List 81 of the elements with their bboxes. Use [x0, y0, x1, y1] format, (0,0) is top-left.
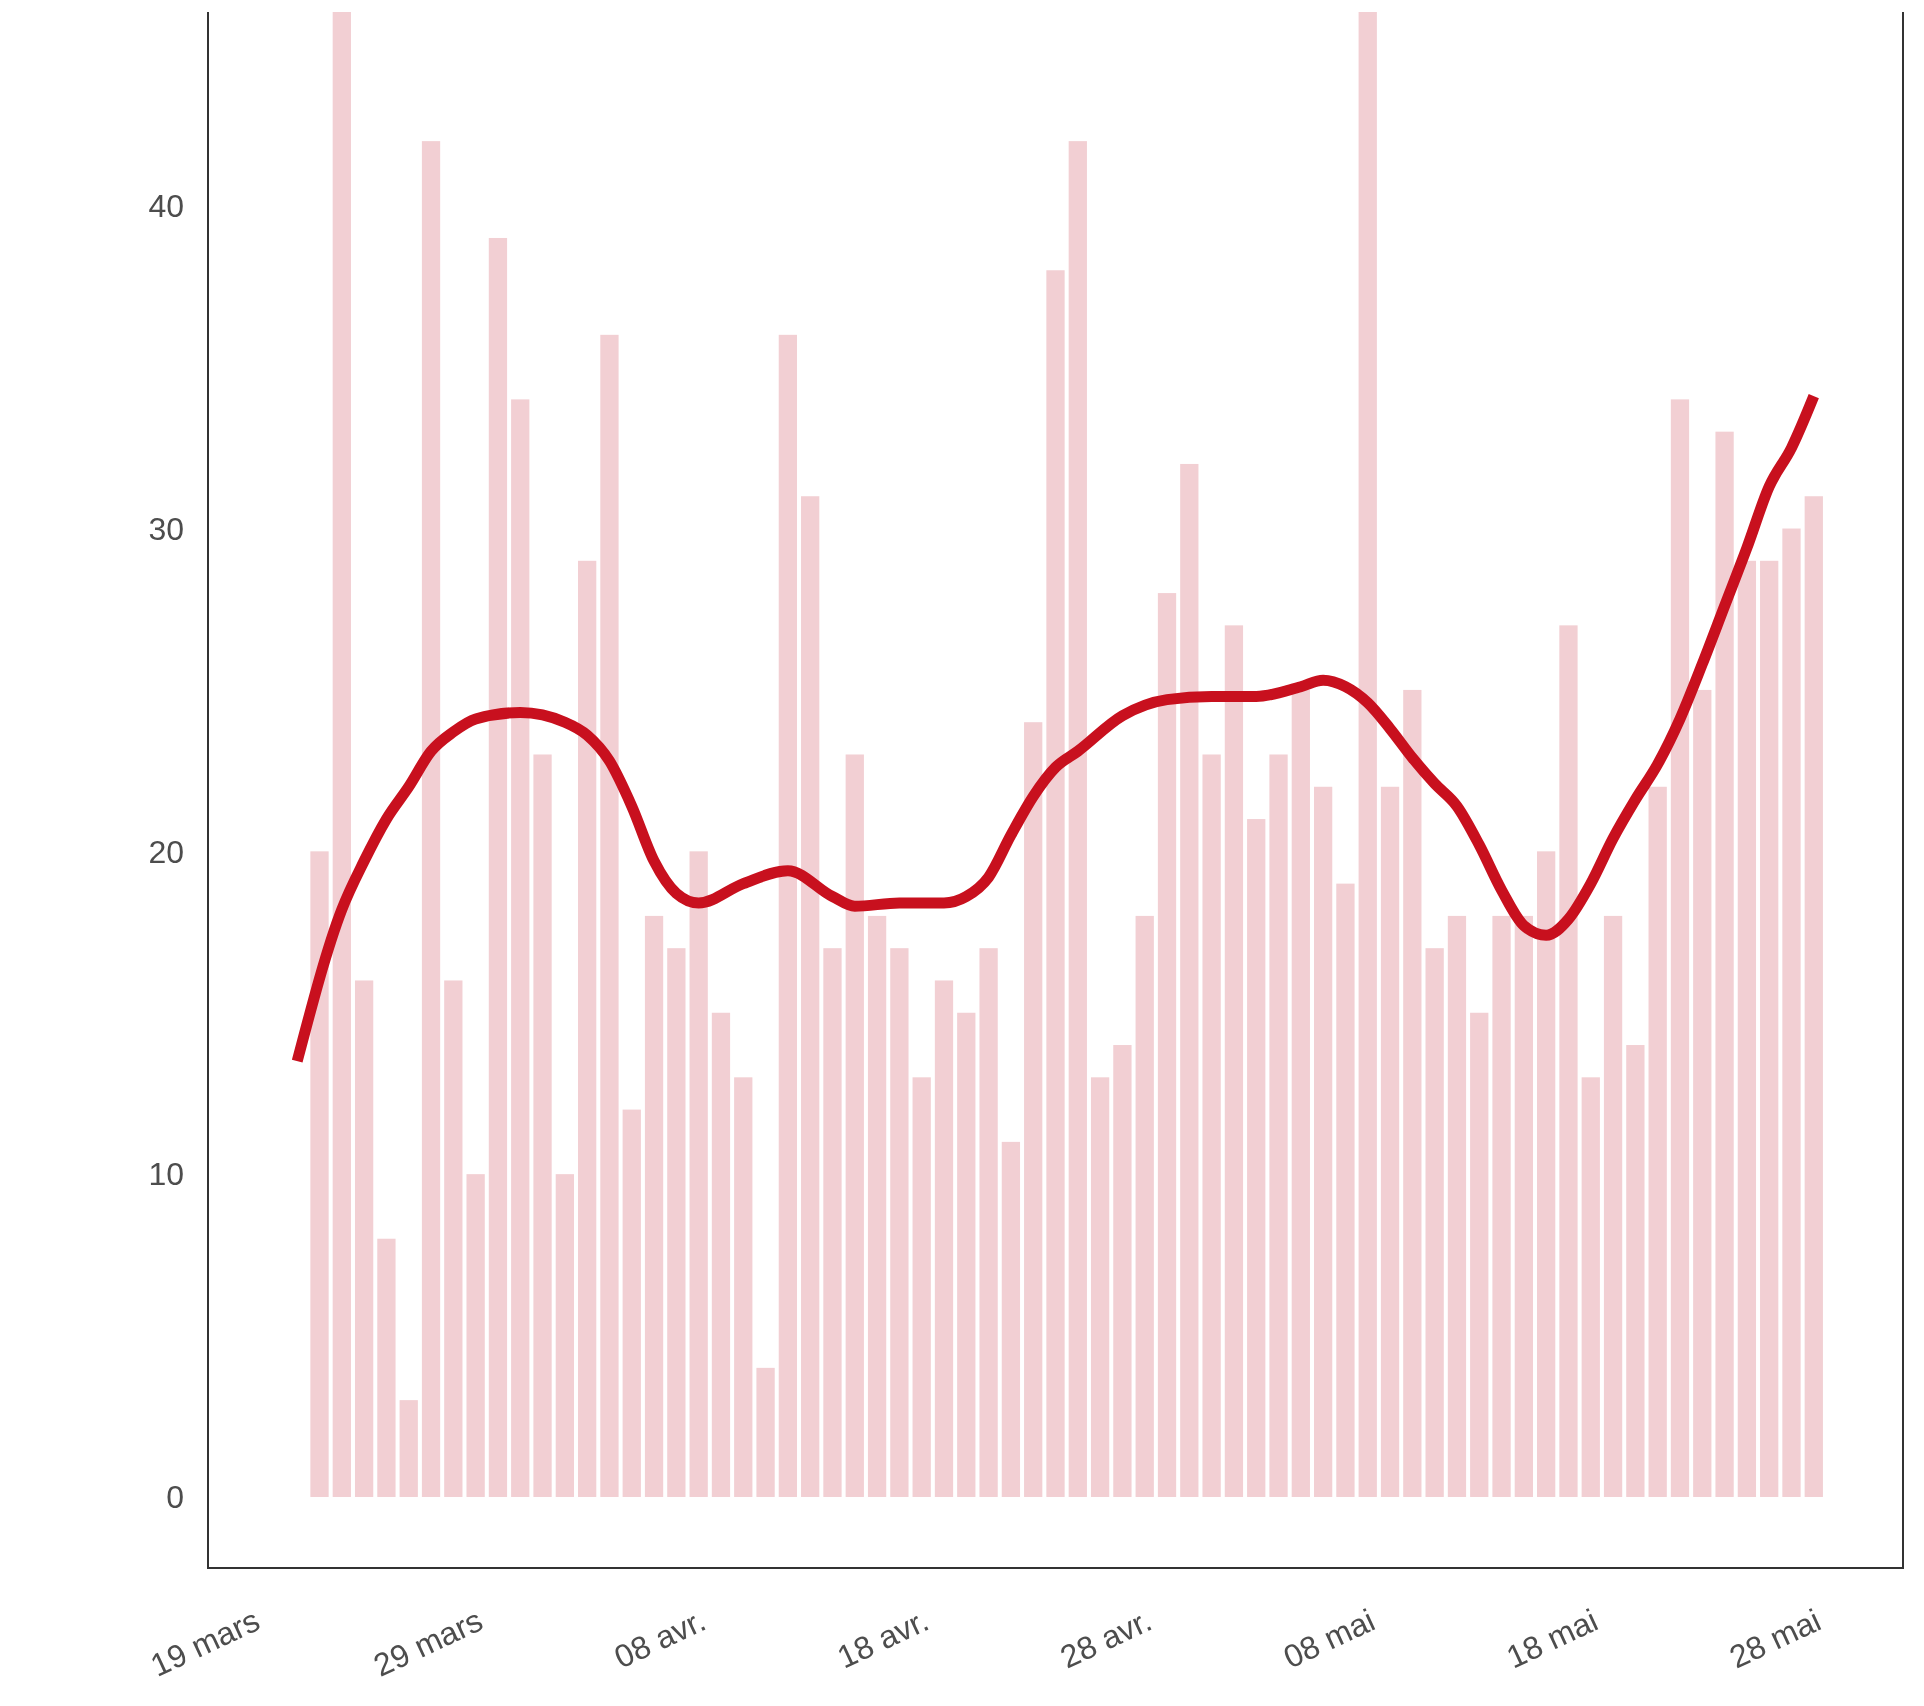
bar — [1090, 1077, 1110, 1497]
bar — [600, 334, 619, 1497]
x-tick-label: 29 mars — [368, 1602, 489, 1684]
bar — [1068, 141, 1087, 1497]
y-tick-label: 0 — [166, 1479, 184, 1516]
bar — [533, 754, 552, 1497]
bar — [689, 851, 708, 1497]
bar — [1670, 399, 1690, 1497]
bar — [1024, 722, 1043, 1497]
bar — [1447, 915, 1467, 1497]
bar — [399, 1400, 418, 1497]
bar — [912, 1077, 931, 1497]
bar — [466, 1174, 485, 1497]
bar — [511, 399, 530, 1497]
bar — [1693, 689, 1712, 1497]
bar — [310, 851, 329, 1497]
bar — [1581, 1077, 1600, 1497]
bar — [734, 1077, 753, 1497]
bar — [578, 560, 597, 1497]
x-tick-label: 18 avr. — [831, 1602, 935, 1676]
bar — [1313, 786, 1333, 1497]
bar — [957, 1012, 976, 1497]
bar — [1157, 593, 1177, 1497]
bar — [1291, 689, 1310, 1497]
bar — [1202, 754, 1221, 1497]
bar — [1403, 689, 1422, 1497]
bar — [1001, 1141, 1021, 1497]
x-tick-label: 19 mars — [145, 1602, 266, 1684]
bar — [1224, 625, 1244, 1497]
bar — [622, 1109, 641, 1497]
bar — [756, 1367, 775, 1497]
bar — [1425, 948, 1444, 1497]
bar — [1269, 754, 1288, 1497]
bar — [1804, 496, 1823, 1497]
bar — [667, 948, 686, 1497]
bar — [1760, 560, 1779, 1497]
bar — [801, 496, 820, 1497]
bar — [1247, 819, 1266, 1497]
bar — [488, 237, 508, 1497]
bar — [1626, 1045, 1645, 1497]
bar — [1180, 463, 1199, 1497]
bar — [1470, 1012, 1489, 1497]
x-tick-label: 08 avr. — [608, 1602, 712, 1676]
bar — [1537, 851, 1556, 1497]
bar — [1514, 915, 1533, 1497]
bar — [711, 1012, 731, 1497]
bar — [1559, 625, 1578, 1497]
bar — [934, 980, 954, 1497]
y-tick-label: 40 — [148, 187, 184, 224]
bar — [890, 948, 909, 1497]
bar — [1603, 915, 1623, 1497]
bar — [332, 12, 351, 1497]
bar — [867, 915, 887, 1497]
bar — [354, 980, 374, 1497]
bar — [444, 980, 463, 1497]
y-tick-label: 10 — [148, 1156, 184, 1193]
y-tick-label: 30 — [148, 510, 184, 547]
bar — [1336, 883, 1355, 1497]
bar — [823, 948, 842, 1497]
bar — [421, 141, 441, 1497]
bar — [1046, 270, 1065, 1497]
bar — [1135, 915, 1154, 1497]
bar — [1492, 915, 1511, 1497]
y-tick-label: 20 — [148, 833, 184, 870]
bar — [778, 334, 798, 1497]
bar — [1380, 786, 1400, 1497]
bar — [644, 915, 664, 1497]
bar — [1648, 786, 1667, 1497]
bar — [1113, 1045, 1132, 1497]
bar — [845, 754, 864, 1497]
bar — [1358, 12, 1377, 1497]
bar — [555, 1174, 574, 1497]
bar — [1782, 528, 1801, 1497]
x-tick-label: 28 avr. — [1054, 1602, 1158, 1676]
bar — [377, 1238, 396, 1497]
bar — [1737, 560, 1757, 1497]
x-tick-label: 18 mai — [1500, 1602, 1604, 1676]
x-tick-label: 28 mai — [1723, 1602, 1827, 1676]
x-tick-label: 08 mai — [1277, 1602, 1381, 1676]
bar — [1715, 431, 1734, 1497]
bar — [979, 948, 998, 1497]
